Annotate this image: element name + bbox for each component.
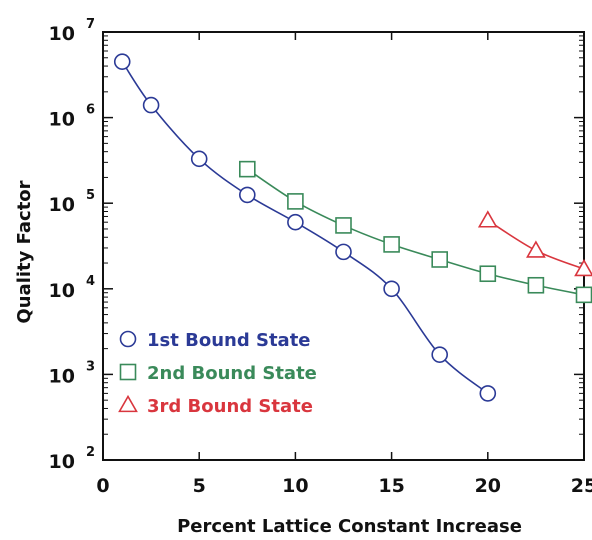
y-tick-label: 10 — [49, 109, 75, 131]
series-2 — [239, 160, 592, 304]
legend-marker-square — [119, 363, 137, 381]
y-tick-label: 10 — [49, 194, 75, 216]
data-point-square — [527, 276, 545, 294]
series-1 — [113, 53, 497, 402]
y-tick-base: 10 — [49, 194, 75, 216]
ticks: 0 5 10 15 20 25 10 2 10 3 10 4 10 5 10 6 10 7 — [49, 17, 592, 497]
data-point-circle — [431, 346, 449, 363]
data-point-square — [335, 217, 352, 234]
data-point-circle — [239, 186, 256, 204]
y-tick-base: 10 — [49, 109, 75, 131]
data-point-circle — [113, 53, 131, 70]
data-point-square — [431, 251, 449, 268]
series-line — [246, 168, 585, 296]
legend-label: 2nd Bound State — [147, 363, 317, 384]
y-tick-base: 10 — [49, 23, 75, 45]
x-axis-label: Percent Lattice Constant Increase — [177, 516, 522, 537]
data-point-triangle — [477, 210, 498, 228]
legend-marker-circle — [119, 330, 137, 348]
data-point-circle — [142, 96, 160, 114]
data-point-square — [575, 286, 592, 304]
x-tick-label: 0 — [96, 475, 109, 497]
legend: 1st Bound State 2nd Bound State 3rd Bound … — [118, 330, 317, 417]
series-layer — [113, 53, 592, 402]
data-point-circle — [479, 385, 497, 402]
x-tick-label: 20 — [475, 475, 501, 497]
x-tick-label: 5 — [193, 475, 206, 497]
data-point-square — [239, 160, 256, 178]
data-point-circle — [383, 280, 400, 298]
data-point-circle — [335, 243, 352, 261]
y-tick-base: 10 — [49, 451, 75, 473]
y-tick-label: 10 — [49, 365, 75, 387]
data-point-circle — [287, 213, 304, 231]
y-tick-exponent: 4 — [86, 274, 95, 289]
x-tick-label: 25 — [571, 475, 592, 497]
y-tick-exponent: 6 — [86, 103, 95, 118]
y-tick-base: 10 — [49, 365, 75, 387]
y-tick-base: 10 — [49, 280, 75, 302]
plot-frame — [102, 31, 585, 461]
y-tick-label: 10 — [49, 23, 75, 45]
x-tick-label: 10 — [282, 475, 308, 497]
legend-marker-triangle — [118, 394, 138, 413]
legend-label: 1st Bound State — [147, 330, 311, 351]
legend-label: 3rd Bound State — [147, 396, 313, 417]
data-point-square — [383, 236, 400, 253]
y-tick-label: 10 — [49, 280, 75, 302]
axes — [102, 31, 585, 461]
data-point-square — [479, 265, 497, 283]
data-point-square — [287, 193, 304, 210]
data-point-triangle — [526, 240, 546, 258]
y-tick-exponent: 3 — [86, 359, 95, 374]
series-3 — [477, 210, 592, 277]
y-tick-exponent: 7 — [86, 17, 95, 32]
data-point-triangle — [574, 258, 592, 277]
y-axis-label: Quality Factor — [14, 180, 35, 323]
y-tick-exponent: 2 — [86, 445, 95, 460]
x-tick-label: 15 — [378, 475, 404, 497]
y-tick-exponent: 5 — [86, 188, 95, 203]
y-tick-label: 10 — [49, 451, 75, 473]
data-point-circle — [190, 150, 208, 168]
